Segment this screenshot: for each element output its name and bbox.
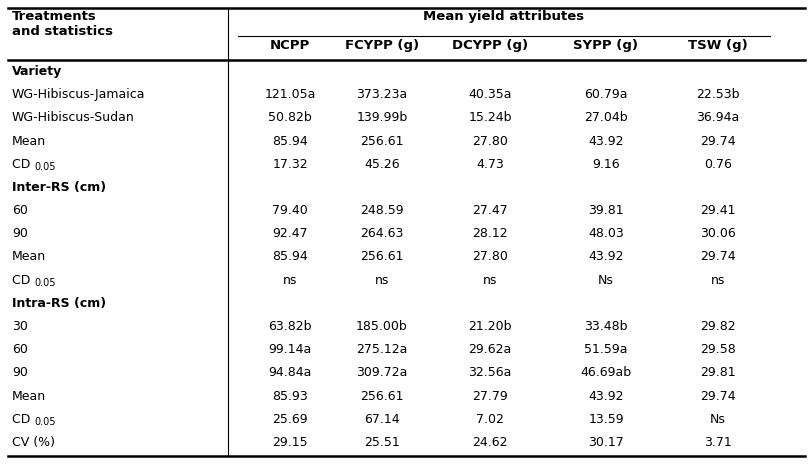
Text: 256.61: 256.61	[360, 389, 403, 402]
Text: 90: 90	[12, 366, 28, 380]
Text: 121.05a: 121.05a	[264, 88, 315, 101]
Text: 32.56a: 32.56a	[468, 366, 511, 380]
Text: 0.76: 0.76	[703, 158, 731, 171]
Text: Mean: Mean	[12, 135, 46, 147]
Text: 248.59: 248.59	[360, 204, 403, 217]
Text: 373.23a: 373.23a	[356, 88, 407, 101]
Text: 0.05: 0.05	[34, 278, 55, 288]
Text: 50.82b: 50.82b	[268, 111, 311, 124]
Text: ns: ns	[282, 274, 297, 287]
Text: 33.48b: 33.48b	[584, 320, 627, 333]
Text: CV (%): CV (%)	[12, 436, 55, 449]
Text: Treatments
and statistics: Treatments and statistics	[12, 10, 113, 38]
Text: 30: 30	[12, 320, 28, 333]
Text: 27.79: 27.79	[471, 389, 507, 402]
Text: ns: ns	[375, 274, 388, 287]
Text: 48.03: 48.03	[587, 227, 623, 241]
Text: 29.74: 29.74	[699, 250, 735, 263]
Text: 43.92: 43.92	[587, 250, 623, 263]
Text: 256.61: 256.61	[360, 250, 403, 263]
Text: 185.00b: 185.00b	[356, 320, 407, 333]
Text: 40.35a: 40.35a	[468, 88, 511, 101]
Text: 24.62: 24.62	[472, 436, 507, 449]
Text: 60: 60	[12, 343, 28, 356]
Text: 60: 60	[12, 204, 28, 217]
Text: 4.73: 4.73	[475, 158, 504, 171]
Text: 3.71: 3.71	[703, 436, 731, 449]
Text: 29.74: 29.74	[699, 135, 735, 147]
Text: 29.74: 29.74	[699, 389, 735, 402]
Text: 0.05: 0.05	[34, 417, 55, 427]
Text: 21.20b: 21.20b	[468, 320, 511, 333]
Text: 28.12: 28.12	[472, 227, 507, 241]
Text: 29.81: 29.81	[699, 366, 735, 380]
Text: 43.92: 43.92	[587, 389, 623, 402]
Text: CD: CD	[12, 158, 34, 171]
Text: 94.84a: 94.84a	[268, 366, 311, 380]
Text: 139.99b: 139.99b	[356, 111, 407, 124]
Text: 27.04b: 27.04b	[583, 111, 627, 124]
Text: FCYPP (g): FCYPP (g)	[345, 39, 418, 52]
Text: Inter-RS (cm): Inter-RS (cm)	[12, 181, 106, 194]
Text: 30.06: 30.06	[699, 227, 735, 241]
Text: 7.02: 7.02	[475, 413, 504, 426]
Text: 63.82b: 63.82b	[268, 320, 311, 333]
Text: 275.12a: 275.12a	[356, 343, 407, 356]
Text: 39.81: 39.81	[587, 204, 623, 217]
Text: 67.14: 67.14	[364, 413, 399, 426]
Text: 90: 90	[12, 227, 28, 241]
Text: 45.26: 45.26	[364, 158, 399, 171]
Text: 46.69ab: 46.69ab	[580, 366, 631, 380]
Text: 79.40: 79.40	[272, 204, 307, 217]
Text: 25.69: 25.69	[272, 413, 307, 426]
Text: Variety: Variety	[12, 65, 62, 78]
Text: CD: CD	[12, 413, 34, 426]
Text: Mean yield attributes: Mean yield attributes	[423, 10, 584, 23]
Text: 99.14a: 99.14a	[268, 343, 311, 356]
Text: 0.05: 0.05	[34, 162, 55, 172]
Text: 256.61: 256.61	[360, 135, 403, 147]
Text: ns: ns	[710, 274, 724, 287]
Text: 9.16: 9.16	[591, 158, 619, 171]
Text: 30.17: 30.17	[587, 436, 623, 449]
Text: 60.79a: 60.79a	[584, 88, 627, 101]
Text: DCYPP (g): DCYPP (g)	[452, 39, 527, 52]
Text: 29.62a: 29.62a	[468, 343, 511, 356]
Text: 25.51: 25.51	[363, 436, 399, 449]
Text: Mean: Mean	[12, 250, 46, 263]
Text: 309.72a: 309.72a	[356, 366, 407, 380]
Text: Ns: Ns	[598, 274, 613, 287]
Text: Mean: Mean	[12, 389, 46, 402]
Text: Intra-RS (cm): Intra-RS (cm)	[12, 297, 106, 310]
Text: 85.94: 85.94	[272, 250, 307, 263]
Text: 43.92: 43.92	[587, 135, 623, 147]
Text: 22.53b: 22.53b	[695, 88, 739, 101]
Text: NCPP: NCPP	[269, 39, 310, 52]
Text: 13.59: 13.59	[587, 413, 623, 426]
Text: 51.59a: 51.59a	[584, 343, 627, 356]
Text: TSW (g): TSW (g)	[687, 39, 747, 52]
Text: 29.41: 29.41	[699, 204, 735, 217]
Text: WG-Hibiscus-Sudan: WG-Hibiscus-Sudan	[12, 111, 135, 124]
Text: 27.80: 27.80	[471, 135, 508, 147]
Text: 27.80: 27.80	[471, 250, 508, 263]
Text: ns: ns	[483, 274, 496, 287]
Text: 85.94: 85.94	[272, 135, 307, 147]
Text: 36.94a: 36.94a	[696, 111, 739, 124]
Text: SYPP (g): SYPP (g)	[573, 39, 637, 52]
Text: 15.24b: 15.24b	[468, 111, 511, 124]
Text: 264.63: 264.63	[360, 227, 403, 241]
Text: CD: CD	[12, 274, 34, 287]
Text: 92.47: 92.47	[272, 227, 307, 241]
Text: Ns: Ns	[709, 413, 725, 426]
Text: 29.58: 29.58	[699, 343, 735, 356]
Text: 85.93: 85.93	[272, 389, 307, 402]
Text: 17.32: 17.32	[272, 158, 307, 171]
Text: 29.15: 29.15	[272, 436, 307, 449]
Text: 27.47: 27.47	[471, 204, 507, 217]
Text: WG-Hibiscus-Jamaica: WG-Hibiscus-Jamaica	[12, 88, 145, 101]
Text: 29.82: 29.82	[699, 320, 735, 333]
